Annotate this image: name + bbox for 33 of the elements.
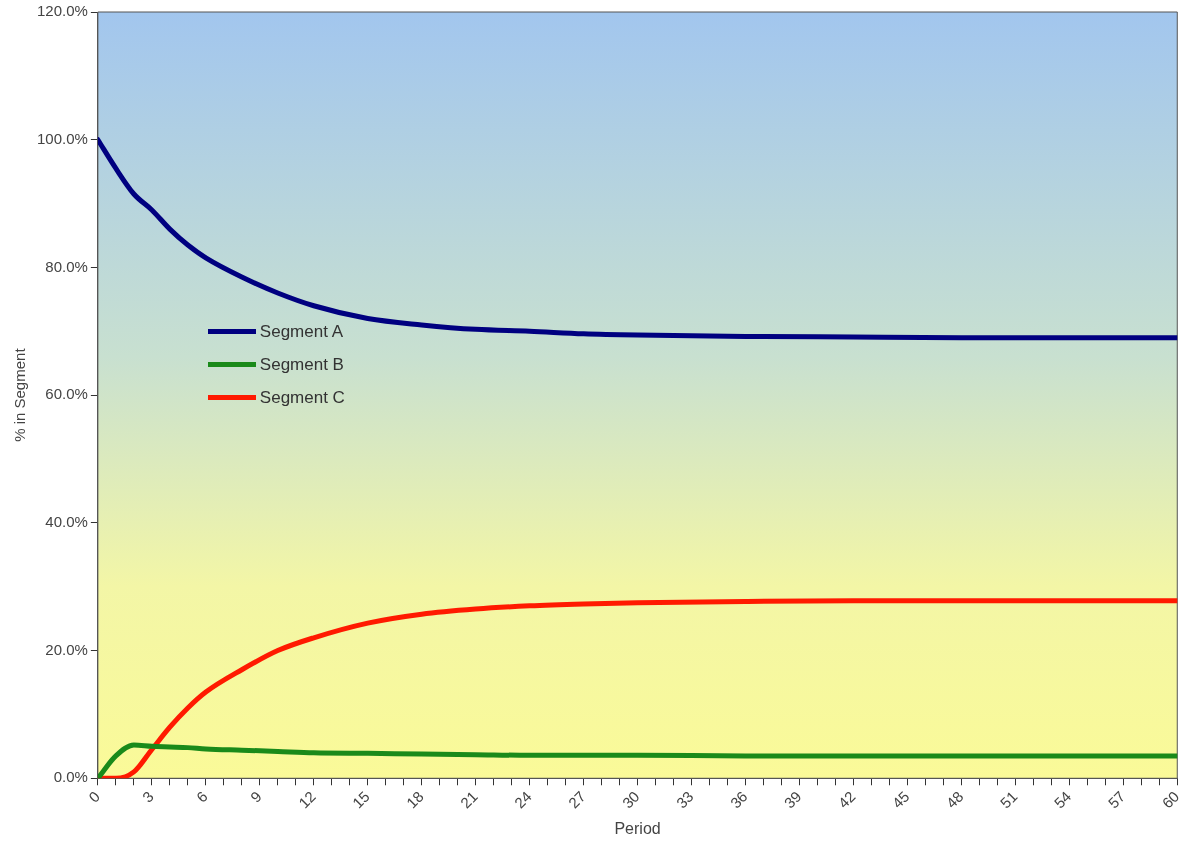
x-tick-label: 45 [888, 787, 913, 812]
legend-label: Segment B [259, 354, 344, 375]
x-tick-label: 0 [85, 787, 103, 806]
x-tick-label: 12 [294, 787, 319, 812]
legend-label: Segment A [259, 321, 344, 342]
y-tick-label: 40.0% [45, 512, 88, 530]
x-tick-label: 24 [510, 787, 535, 812]
x-tick-label: 36 [726, 787, 751, 812]
x-tick-label: 3 [138, 787, 157, 806]
x-tick-label: 60 [1158, 787, 1183, 812]
y-tick-label: 60.0% [45, 385, 88, 403]
x-tick-label: 18 [402, 787, 427, 812]
x-tick-label: 9 [246, 787, 265, 806]
x-tick-label: 51 [996, 787, 1021, 812]
x-axis-title: Period [614, 819, 661, 837]
y-axis-title: % in Segment [11, 347, 29, 442]
y-tick-label: 20.0% [45, 640, 88, 658]
legend-label: Segment C [259, 387, 345, 408]
y-tick-label: 0.0% [53, 768, 88, 786]
x-tick-label: 39 [780, 787, 805, 812]
x-tick-label: 54 [1050, 787, 1075, 812]
x-tick-label: 6 [192, 787, 211, 806]
x-tick-label: 27 [564, 787, 589, 812]
x-tick-label: 57 [1104, 787, 1129, 812]
y-tick-label: 80.0% [45, 257, 88, 275]
x-tick-label: 42 [834, 787, 859, 812]
x-tick-label: 15 [348, 787, 373, 812]
x-tick-label: 30 [618, 787, 643, 812]
y-tick-label: 100.0% [37, 129, 88, 147]
x-tick-label: 21 [456, 787, 481, 812]
x-tick-label: 48 [942, 787, 967, 812]
x-tick-label: 33 [672, 787, 697, 812]
y-tick-label: 120.0% [37, 2, 88, 20]
